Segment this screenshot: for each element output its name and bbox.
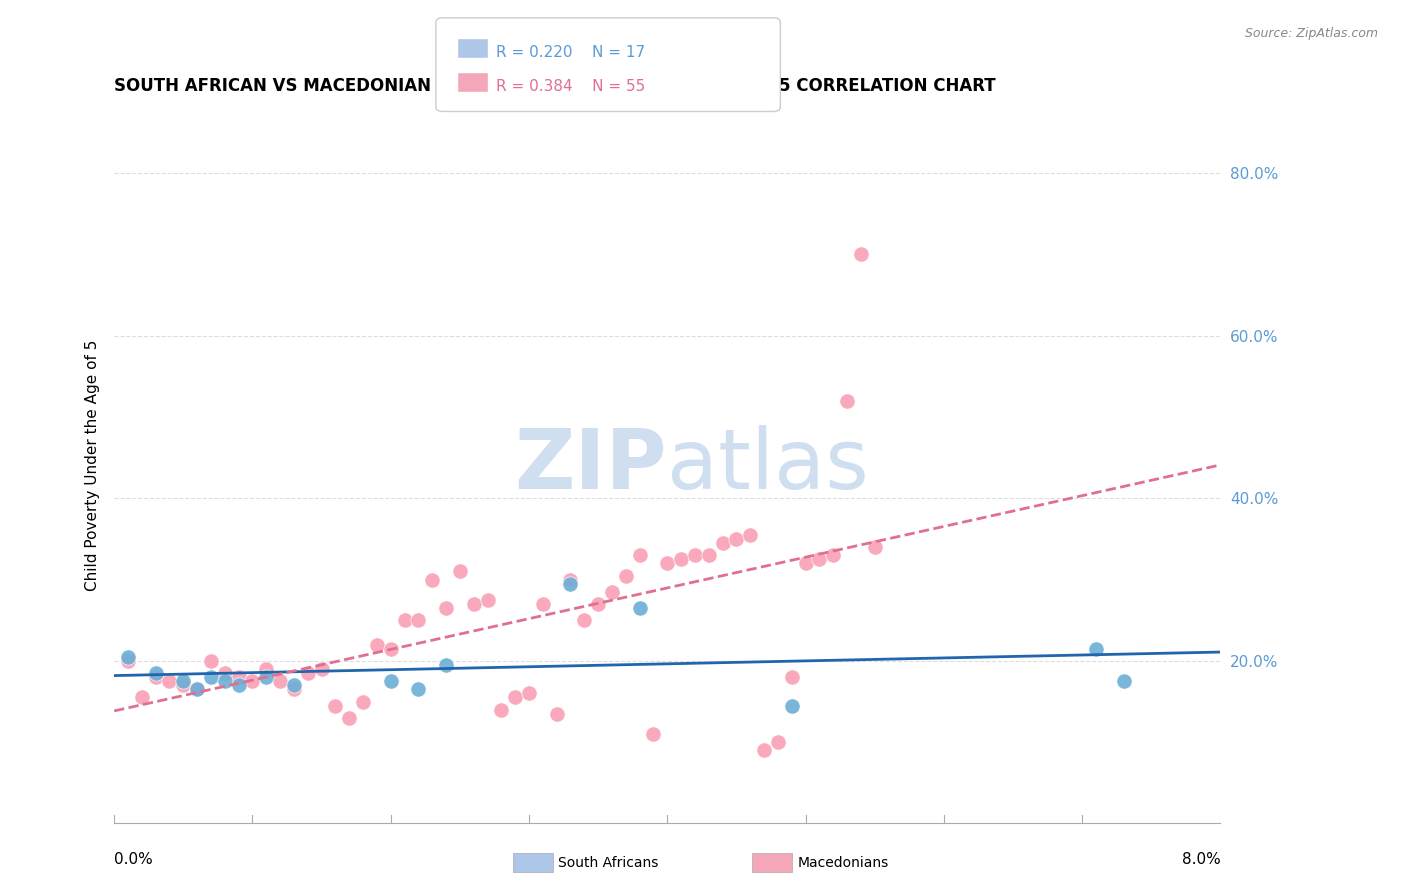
Macedonians <box>172 678 194 692</box>
South Africans <box>283 678 305 692</box>
Macedonians <box>380 641 402 656</box>
Macedonians <box>337 711 360 725</box>
Macedonians <box>725 532 748 546</box>
Macedonians <box>200 654 222 668</box>
Macedonians <box>657 557 679 571</box>
South Africans <box>172 674 194 689</box>
Text: 0.0%: 0.0% <box>114 852 153 867</box>
South Africans <box>628 601 651 615</box>
Macedonians <box>131 690 153 705</box>
South Africans <box>434 657 457 672</box>
Macedonians <box>269 674 291 689</box>
Text: 8.0%: 8.0% <box>1181 852 1220 867</box>
Macedonians <box>491 703 513 717</box>
Text: Source: ZipAtlas.com: Source: ZipAtlas.com <box>1244 27 1378 40</box>
Macedonians <box>463 597 485 611</box>
South Africans <box>408 682 430 697</box>
Text: South Africans: South Africans <box>558 855 658 870</box>
Macedonians <box>560 573 582 587</box>
Text: ZIP: ZIP <box>515 425 668 507</box>
Macedonians <box>228 670 250 684</box>
Macedonians <box>711 536 734 550</box>
Macedonians <box>823 548 845 562</box>
Macedonians <box>531 597 554 611</box>
Macedonians <box>477 593 499 607</box>
Macedonians <box>586 597 609 611</box>
Macedonians <box>808 552 831 566</box>
Macedonians <box>117 654 139 668</box>
South Africans <box>200 670 222 684</box>
Macedonians <box>325 698 347 713</box>
South Africans <box>1112 674 1135 689</box>
South Africans <box>1084 641 1107 656</box>
South Africans <box>186 682 208 697</box>
Macedonians <box>517 686 540 700</box>
Macedonians <box>628 548 651 562</box>
Macedonians <box>600 584 623 599</box>
Macedonians <box>434 601 457 615</box>
Macedonians <box>794 557 817 571</box>
Macedonians <box>352 694 374 708</box>
South Africans <box>228 678 250 692</box>
Macedonians <box>159 674 181 689</box>
South Africans <box>214 674 236 689</box>
Macedonians <box>186 682 208 697</box>
Text: R = 0.220    N = 17: R = 0.220 N = 17 <box>496 45 645 61</box>
Macedonians <box>283 682 305 697</box>
Macedonians <box>408 613 430 627</box>
Macedonians <box>503 690 526 705</box>
Macedonians <box>214 666 236 681</box>
Macedonians <box>242 674 264 689</box>
Macedonians <box>835 393 858 408</box>
Macedonians <box>780 670 803 684</box>
South Africans <box>254 670 277 684</box>
Text: SOUTH AFRICAN VS MACEDONIAN CHILD POVERTY UNDER THE AGE OF 5 CORRELATION CHART: SOUTH AFRICAN VS MACEDONIAN CHILD POVERT… <box>114 78 995 95</box>
Macedonians <box>643 727 665 741</box>
Macedonians <box>849 247 872 261</box>
South Africans <box>117 649 139 664</box>
Macedonians <box>394 613 416 627</box>
Macedonians <box>683 548 706 562</box>
Macedonians <box>740 528 762 542</box>
South Africans <box>560 576 582 591</box>
Macedonians <box>669 552 692 566</box>
Macedonians <box>574 613 596 627</box>
Macedonians <box>752 743 775 757</box>
Macedonians <box>697 548 720 562</box>
Macedonians <box>546 706 568 721</box>
Macedonians <box>614 568 637 582</box>
Y-axis label: Child Poverty Under the Age of 5: Child Poverty Under the Age of 5 <box>86 340 100 591</box>
Macedonians <box>366 638 388 652</box>
Macedonians <box>863 540 886 554</box>
Text: Macedonians: Macedonians <box>797 855 889 870</box>
Macedonians <box>145 670 167 684</box>
Macedonians <box>254 662 277 676</box>
Text: R = 0.384    N = 55: R = 0.384 N = 55 <box>496 79 645 95</box>
Macedonians <box>420 573 443 587</box>
South Africans <box>145 666 167 681</box>
Macedonians <box>766 735 789 749</box>
Macedonians <box>311 662 333 676</box>
Text: atlas: atlas <box>668 425 869 507</box>
South Africans <box>780 698 803 713</box>
Macedonians <box>449 565 471 579</box>
Macedonians <box>297 666 319 681</box>
South Africans <box>380 674 402 689</box>
